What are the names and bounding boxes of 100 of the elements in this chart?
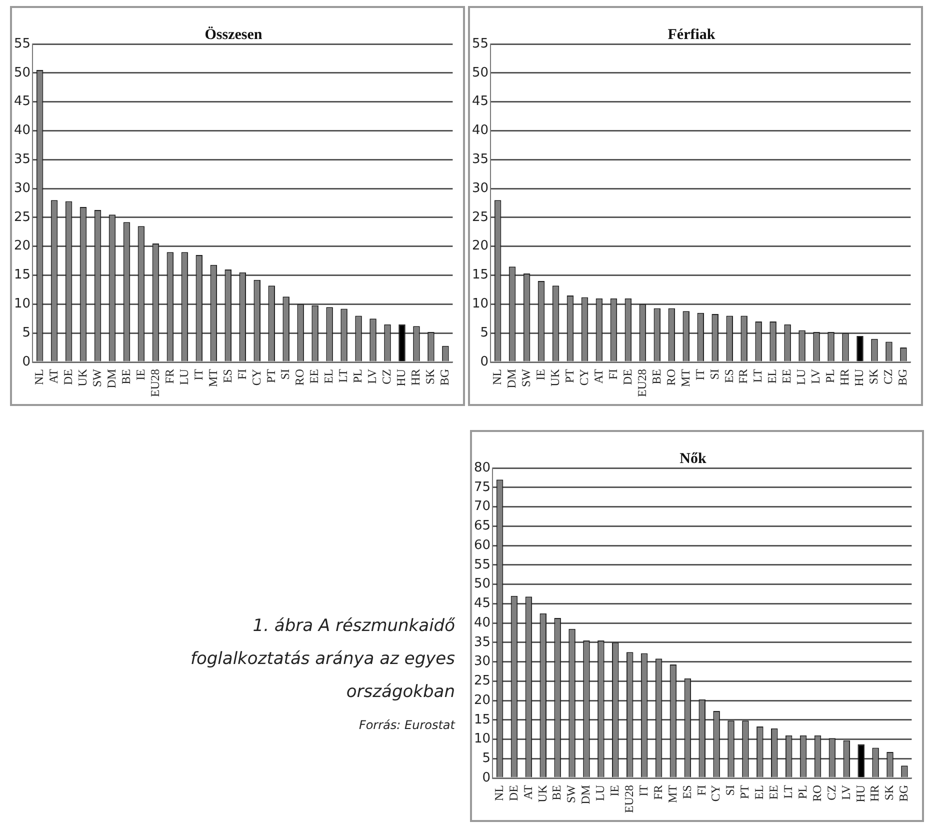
x-tick-label: SW [564, 784, 578, 804]
y-tick-label: 60 [474, 538, 491, 553]
y-tick-label: 20 [14, 238, 31, 254]
y-tick-label: 30 [14, 180, 31, 196]
x-tick-label: DM [504, 368, 518, 388]
x-tick-label: AT [46, 368, 60, 384]
x-tick-label: NL [490, 369, 504, 386]
x-tick-label: IT [191, 368, 206, 380]
x-tick-label: LV [808, 368, 823, 384]
y-tick-label: 5 [22, 325, 31, 340]
y-tick-label: 40 [474, 615, 491, 630]
y-tick-label: 15 [14, 268, 31, 283]
x-tick-label: SW [518, 368, 533, 388]
x-tick-label: EL [322, 369, 336, 384]
x-tick-label: MT [678, 368, 692, 388]
y-tick-label: 75 [474, 480, 491, 495]
y-tick-label: 0 [482, 770, 491, 786]
x-tick-label: RO [810, 784, 824, 802]
x-tick-label: PL [795, 785, 810, 800]
x-tick-label: CY [708, 784, 723, 802]
y-tick-label: 35 [474, 634, 491, 650]
y-tick-label: 40 [472, 123, 489, 138]
chart-title: Nők [680, 450, 707, 467]
chart-title: Férfiak [668, 26, 716, 43]
chart-title: Összesen [204, 26, 263, 43]
x-tick-label: EE [766, 785, 781, 800]
y-tick-label: 25 [472, 210, 489, 225]
y-tick-label: 10 [472, 296, 489, 312]
x-tick-label: LV [838, 784, 853, 800]
y-tick-label: 20 [472, 238, 489, 254]
x-tick-label: UK [535, 784, 550, 802]
y-tick-label: 50 [472, 65, 489, 80]
x-tick-label: AT [520, 784, 535, 800]
y-tick-label: 10 [14, 296, 31, 312]
x-tick-label: LU [176, 368, 191, 386]
x-tick-label: LT [780, 784, 795, 799]
x-tick-label: EE [780, 369, 794, 384]
x-tick-label: CZ [881, 369, 896, 384]
x-tick-label: BE [649, 369, 664, 384]
x-tick-label: PL [350, 369, 365, 384]
x-tick-label: SI [723, 785, 738, 796]
x-tick-label: AT [591, 368, 606, 384]
x-tick-label: IE [533, 369, 548, 380]
x-tick-label: NL [492, 785, 506, 802]
x-tick-label: MT [206, 368, 220, 388]
x-tick-label: LV [365, 368, 380, 384]
x-tick-label: PT [264, 368, 278, 384]
y-tick-label: 0 [22, 354, 31, 370]
x-tick-label: IE [608, 785, 622, 796]
x-tick-label: SK [882, 784, 896, 800]
y-tick-label: 5 [480, 325, 489, 340]
x-tick-label: ES [722, 369, 736, 384]
x-tick-label: ES [680, 785, 694, 800]
x-tick-label: SW [90, 368, 104, 388]
x-tick-label: HU [853, 784, 868, 802]
y-tick-label: 5 [482, 751, 491, 766]
x-tick-label: IE [133, 369, 148, 380]
x-tick-label: EU28 [622, 785, 636, 814]
x-tick-label: BG [896, 784, 911, 802]
x-tick-label: UK [548, 368, 562, 386]
y-tick-label: 30 [472, 180, 489, 196]
y-tick-label: 20 [474, 692, 491, 708]
y-tick-label: 15 [474, 712, 491, 728]
x-tick-label: HR [838, 369, 852, 386]
y-tick-label: 55 [472, 36, 489, 52]
x-tick-label: DE [620, 369, 634, 386]
x-tick-label: CY [249, 368, 264, 386]
x-tick-label: BG [896, 368, 910, 386]
x-tick-label: CZ [824, 785, 838, 800]
x-tick-label: LU [593, 784, 608, 802]
y-tick-label: 25 [474, 674, 491, 689]
x-tick-label: EU28 [634, 369, 649, 398]
x-tick-label: BG [438, 368, 452, 386]
x-tick-label: SI [707, 369, 722, 380]
y-tick-label: 80 [474, 460, 491, 476]
x-tick-label: FR [162, 369, 176, 384]
x-tick-label: HR [408, 369, 423, 386]
x-tick-label: PL [823, 369, 838, 384]
x-tick-label: BE [118, 369, 133, 384]
text: 1. ábra A részmunkaidő foglalkoztatás aránya az egyes országokban [190, 615, 455, 704]
y-tick-label: 45 [14, 94, 31, 110]
y-tick-label: 45 [472, 94, 489, 110]
x-tick-label: FR [736, 369, 750, 384]
x-tick-label: DE [506, 785, 520, 802]
y-tick-label: 25 [14, 210, 31, 225]
x-tick-label: DM [578, 784, 593, 804]
x-tick-label: EE [307, 369, 322, 384]
y-tick-label: 10 [474, 732, 491, 747]
x-tick-label: FI [234, 369, 249, 380]
x-tick-label: SI [278, 369, 292, 380]
x-tick-label: SK [866, 368, 881, 384]
x-tick-label: UK [75, 368, 90, 386]
x-tick-label: MT [665, 784, 680, 804]
x-tick-label: CZ [380, 369, 394, 384]
y-tick-label: 30 [474, 654, 491, 670]
y-tick-label: 35 [472, 152, 489, 168]
text: Forrás: Eurostat [358, 717, 455, 734]
x-tick-label: IT [636, 784, 650, 796]
x-tick-label: EL [752, 785, 766, 800]
x-tick-label: EU28 [148, 369, 162, 398]
